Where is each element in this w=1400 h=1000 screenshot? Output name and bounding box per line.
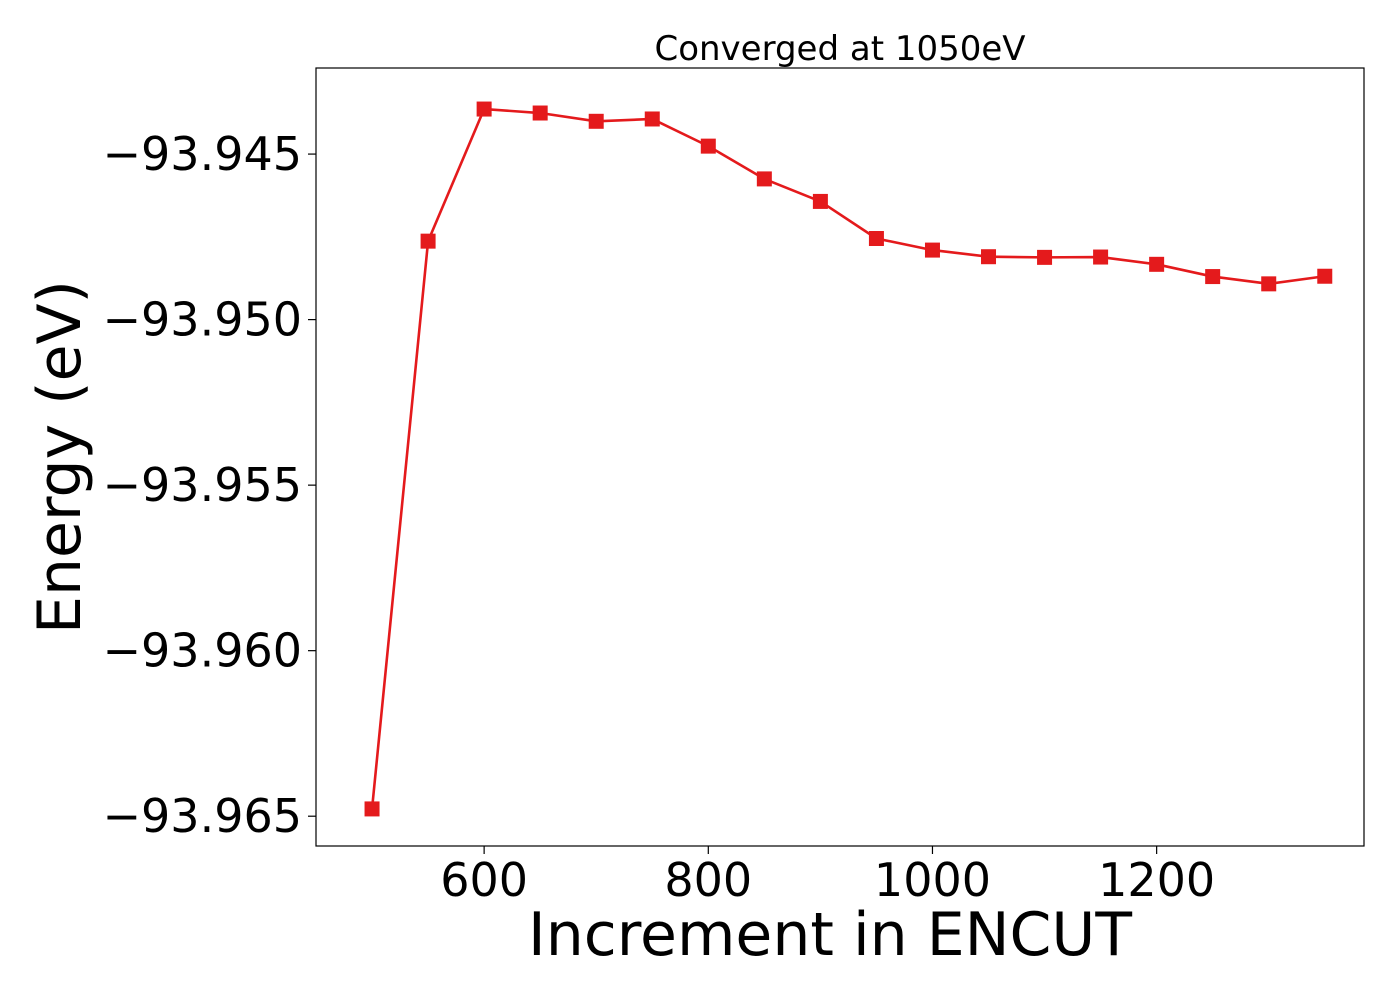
- data-point: [981, 249, 997, 265]
- data-point: [364, 801, 380, 817]
- x-tick-label: 600: [440, 853, 528, 907]
- series-line: [370, 107, 1325, 810]
- data-point: [1149, 256, 1165, 272]
- y-tick-label: −93.965: [103, 789, 303, 843]
- data-point: [532, 105, 548, 121]
- data-point: [924, 242, 940, 258]
- data-point: [644, 111, 660, 127]
- data-point: [700, 138, 716, 154]
- y-tick-label: −93.960: [103, 624, 303, 678]
- data-point: [868, 231, 884, 246]
- y-axis-label: Energy (eV): [25, 280, 95, 634]
- y-tick-label: −93.950: [103, 293, 303, 347]
- x-tick-label: 800: [664, 853, 752, 907]
- series-layer: [364, 101, 1333, 817]
- data-point: [1317, 268, 1333, 284]
- x-axis: 600 800 1000 1200: [440, 846, 1215, 907]
- data-point: [1261, 276, 1277, 292]
- data-point: [420, 233, 436, 249]
- x-tick-label: 1200: [1098, 853, 1215, 907]
- x-axis-label: Increment in ENCUT: [528, 900, 1132, 970]
- data-point: [476, 101, 492, 117]
- y-tick-label: −93.945: [103, 127, 303, 181]
- data-point: [1093, 249, 1109, 265]
- y-axis: −93.945 −93.950 −93.955 −93.960 −93.965: [103, 127, 316, 843]
- data-point: [588, 113, 604, 129]
- data-point: [1205, 269, 1221, 285]
- plot-area: [315, 67, 1365, 847]
- data-point: [1037, 249, 1053, 265]
- data-point: [812, 193, 828, 209]
- y-tick-label: −93.955: [103, 458, 303, 512]
- data-point: [756, 171, 772, 187]
- x-tick-label: 1000: [874, 853, 991, 907]
- chart-title: Converged at 1050eV: [654, 29, 1025, 69]
